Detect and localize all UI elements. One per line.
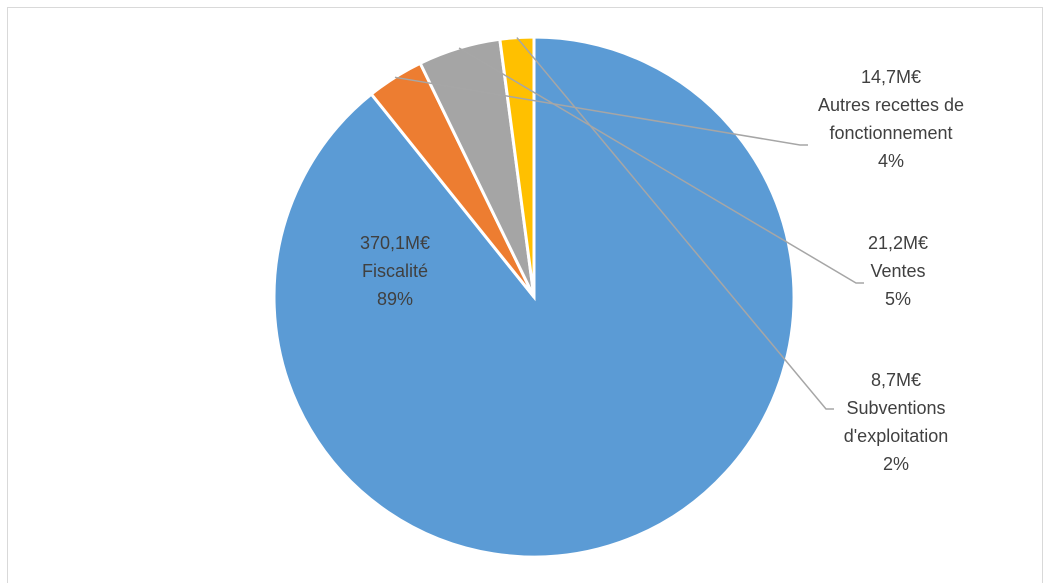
leader-line-subventions bbox=[516, 37, 834, 410]
ventes-label-line-2: Ventes bbox=[870, 261, 925, 281]
slice-subventions bbox=[498, 35, 536, 298]
subventions-label-line-1: 8,7M€ bbox=[871, 370, 921, 390]
ventes-label-line-1: 21,2M€ bbox=[868, 233, 928, 253]
autres-recettes-label: 14,7M€ Autres recettes de fonctionnement 4% bbox=[818, 67, 964, 171]
leader-line-autres-recettes bbox=[394, 76, 808, 146]
ventes-label-line-3: 5% bbox=[885, 289, 911, 309]
slices-layer bbox=[272, 35, 796, 559]
autres-recettes-label-line-3: fonctionnement bbox=[829, 123, 952, 143]
autres-recettes-label-line-1: 14,7M€ bbox=[861, 67, 921, 87]
autres-recettes-label-line-2: Autres recettes de bbox=[818, 95, 964, 115]
autres-recettes-label-line-4: 4% bbox=[878, 151, 904, 171]
subventions-label: 8,7M€ Subventions d'exploitation 2% bbox=[844, 370, 949, 474]
subventions-label-line-4: 2% bbox=[883, 454, 909, 474]
subventions-label-line-2: Subventions bbox=[846, 398, 945, 418]
leader-lines-layer bbox=[394, 37, 864, 410]
labels-layer: 370,1M€ Fiscalité 89% 14,7M€ Autres recettes… bbox=[360, 67, 964, 474]
fiscalite-label: 370,1M€ Fiscalité 89% bbox=[360, 233, 430, 309]
fiscalite-label-line-1: 370,1M€ bbox=[360, 233, 430, 253]
ventes-label: 21,2M€ Ventes 5% bbox=[868, 233, 928, 309]
subventions-label-line-3: d'exploitation bbox=[844, 426, 949, 446]
fiscalite-label-line-3: 89% bbox=[377, 289, 413, 309]
fiscalite-label-line-2: Fiscalité bbox=[362, 261, 428, 281]
